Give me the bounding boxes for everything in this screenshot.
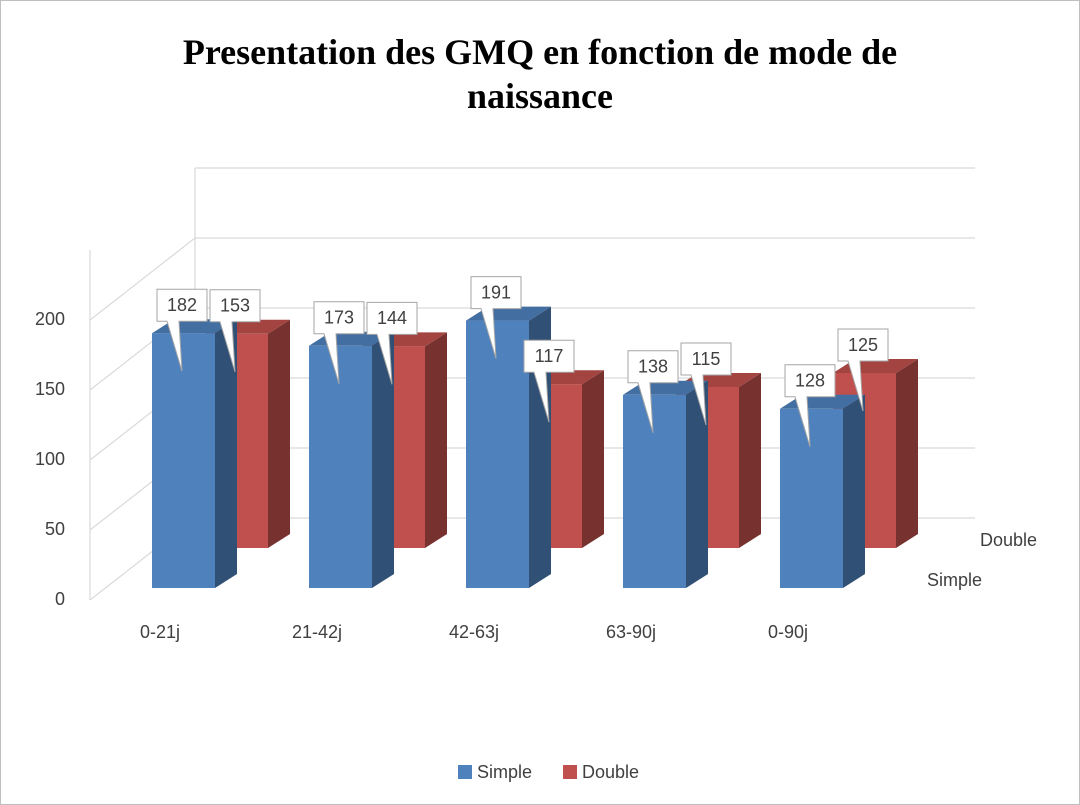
data-label: 144	[377, 308, 407, 328]
bar	[780, 394, 865, 588]
legend-label: Double	[582, 762, 639, 782]
data-label-box	[209, 289, 261, 372]
y-tick-label: 150	[35, 379, 65, 399]
data-label: 117	[535, 346, 564, 366]
data-label-box	[313, 301, 365, 384]
data-label: 125	[848, 335, 878, 355]
data-label-box	[366, 301, 418, 385]
bar-front	[780, 408, 843, 588]
depth-label: Simple	[927, 570, 982, 590]
grid-line	[89, 237, 196, 321]
bar-side	[843, 394, 865, 588]
data-label: 153	[220, 296, 250, 316]
x-tick-label: 0-90j	[768, 622, 808, 642]
data-label-box	[523, 339, 575, 423]
data-label: 182	[167, 295, 197, 315]
y-tick-label: 100	[35, 449, 65, 469]
bar-side	[268, 319, 290, 548]
x-tick-label: 21-42j	[292, 622, 342, 642]
legend-swatch	[458, 765, 472, 779]
bar-side	[425, 332, 447, 548]
data-label-box	[680, 342, 732, 426]
x-tick-label: 63-90j	[606, 622, 656, 642]
data-label: 191	[481, 282, 511, 302]
y-tick-label: 200	[35, 309, 65, 329]
bar-front	[466, 320, 529, 588]
data-label-box	[627, 350, 679, 433]
data-label-box	[784, 364, 836, 447]
bar-side	[739, 373, 761, 548]
bar-side	[215, 319, 237, 588]
bar	[152, 319, 237, 588]
data-label: 138	[638, 357, 668, 377]
bar-side	[896, 359, 918, 548]
data-label-box	[837, 328, 889, 412]
y-tick-label: 50	[45, 519, 65, 539]
bar-side	[582, 370, 604, 548]
bar-front	[152, 333, 215, 588]
x-tick-label: 0-21j	[140, 622, 180, 642]
depth-label: Double	[980, 530, 1037, 550]
data-label: 115	[692, 349, 721, 369]
bar	[466, 306, 551, 588]
y-tick-label: 0	[55, 589, 65, 609]
bar	[623, 380, 708, 588]
x-tick-label: 42-63j	[449, 622, 499, 642]
chart-title: Presentation des GMQ en fonction de mode…	[182, 32, 898, 116]
bar-front	[309, 345, 372, 588]
data-label-box	[470, 276, 522, 359]
data-label-box	[156, 288, 208, 372]
bar-front	[623, 394, 686, 588]
bar-side	[372, 331, 394, 588]
data-label: 173	[324, 308, 354, 328]
data-label: 128	[795, 371, 825, 391]
legend-swatch	[563, 765, 577, 779]
legend-label: Simple	[477, 762, 532, 782]
bar-side	[686, 380, 708, 588]
bar	[309, 331, 394, 588]
